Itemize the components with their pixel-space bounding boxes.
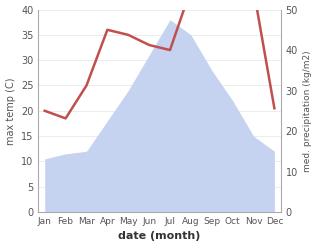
Y-axis label: max temp (C): max temp (C) — [5, 77, 16, 144]
Y-axis label: med. precipitation (kg/m2): med. precipitation (kg/m2) — [303, 50, 313, 172]
X-axis label: date (month): date (month) — [118, 231, 201, 242]
